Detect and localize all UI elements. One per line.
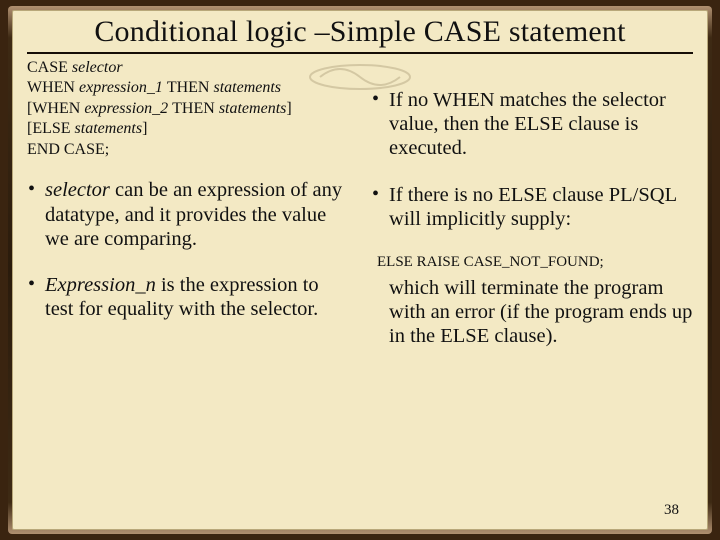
right-continuation: which will terminate the program with an… [369,276,693,349]
syntax-line-3: [WHEN expression_2 THEN statements] [27,99,347,119]
left-bullet-1: selector can be an expression of any dat… [25,178,347,251]
slide-title: Conditional logic –Simple CASE statement [13,15,707,49]
kw-else: [ELSE [27,120,75,137]
content-area: CASE selector WHEN expression_1 THEN sta… [21,56,699,499]
left-bullet-2: Expression_n is the expression to test f… [25,273,347,321]
ph-stmt2: statements [219,100,287,117]
title-underline [27,52,693,54]
ph-expr2: expression_2 [84,100,172,117]
ph-stmt1: statements [213,79,281,96]
ph-selector: selector [72,59,123,76]
kw-when-2: [WHEN [27,100,84,117]
term-selector: selector [45,179,110,201]
syntax-line-4: [ELSE statements] [27,119,347,139]
right-column: If no WHEN matches the selector value, t… [367,56,699,499]
syntax-line-2: WHEN expression_1 THEN statements [27,78,347,98]
bracket-close-2: ] [142,120,147,137]
left-bullets: selector can be an expression of any dat… [25,178,347,321]
term-expression-n: Expression_n [45,274,156,296]
kw-then-2: THEN [172,100,219,117]
ph-expr1: expression_1 [79,79,167,96]
spacer [369,58,693,88]
kw-case: CASE [27,59,72,76]
syntax-block: CASE selector WHEN expression_1 THEN sta… [25,58,347,160]
page-number: 38 [664,502,679,519]
frame-inner: Conditional logic –Simple CASE statement… [12,10,708,530]
kw-when-1: WHEN [27,79,79,96]
left-column: CASE selector WHEN expression_1 THEN sta… [21,56,353,499]
right-bullet-2: If there is no ELSE clause PL/SQL will i… [369,183,693,231]
kw-then-1: THEN [167,79,214,96]
code-else-raise: ELSE RAISE CASE_NOT_FOUND; [377,253,693,272]
bracket-close-1: ] [286,100,291,117]
syntax-line-1: CASE selector [27,58,347,78]
right-bullet-1: If no WHEN matches the selector value, t… [369,88,693,161]
slide: Conditional logic –Simple CASE statement… [0,0,720,540]
ph-stmt3: statements [75,120,143,137]
syntax-line-5: END CASE; [27,140,347,160]
right-bullets: If no WHEN matches the selector value, t… [369,88,693,231]
